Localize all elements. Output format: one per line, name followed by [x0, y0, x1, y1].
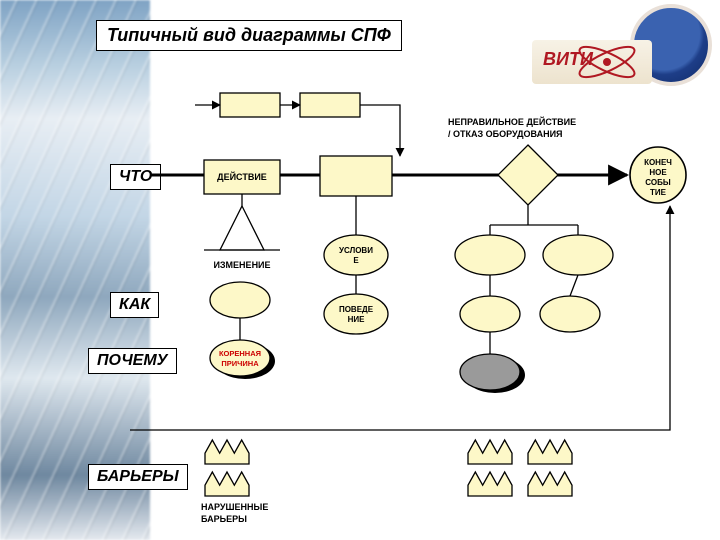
wrong-action-label-2: / ОТКАЗ ОБОРУДОВАНИЯ	[448, 129, 563, 139]
gray-ellipse	[460, 354, 520, 390]
change-triangle	[220, 206, 264, 250]
how-ellipse	[210, 282, 270, 318]
behavior-ellipse	[324, 294, 388, 334]
spf-diagram: ДЕЙСТВИЕ НЕПРАВИЛЬНОЕ ДЕЙСТВИЕ / ОТКАЗ О…	[0, 0, 720, 540]
behavior-l1: ПОВЕДЕ	[339, 305, 374, 314]
small-box-b	[300, 93, 360, 117]
final-event-l4: ТИЕ	[650, 188, 667, 197]
final-event-l3: СОБЫ	[645, 178, 671, 187]
final-event-l2: НОЕ	[649, 168, 667, 177]
condition-l2: Е	[353, 256, 359, 265]
broken-barriers-l1: НАРУШЕННЫЕ	[201, 502, 268, 512]
small-box-a	[220, 93, 280, 117]
fail-b-stem	[570, 275, 578, 296]
condition-l1: УСЛОВИ	[339, 246, 373, 255]
fail-c	[460, 296, 520, 332]
root-cause-l2: ПРИЧИНА	[221, 359, 259, 368]
barriers-group	[205, 440, 572, 496]
fail-d	[540, 296, 600, 332]
condition-ellipse	[324, 235, 388, 275]
behavior-l2: НИЕ	[348, 315, 366, 324]
root-cause-l1: КОРЕННАЯ	[219, 349, 261, 358]
top-connector	[360, 105, 400, 156]
decision-diamond	[498, 145, 558, 205]
change-label: ИЗМЕНЕНИЕ	[213, 260, 270, 270]
action-label: ДЕЙСТВИЕ	[217, 171, 267, 182]
fail-b	[543, 235, 613, 275]
root-cause-ellipse	[210, 340, 270, 376]
wrong-action-label-1: НЕПРАВИЛЬНОЕ ДЕЙСТВИЕ	[448, 116, 576, 127]
broken-barriers-l2: БАРЬЕРЫ	[201, 514, 247, 524]
fail-a	[455, 235, 525, 275]
final-event-l1: КОНЕЧ	[644, 158, 672, 167]
decision-branch	[490, 205, 578, 235]
process-box	[320, 156, 392, 196]
